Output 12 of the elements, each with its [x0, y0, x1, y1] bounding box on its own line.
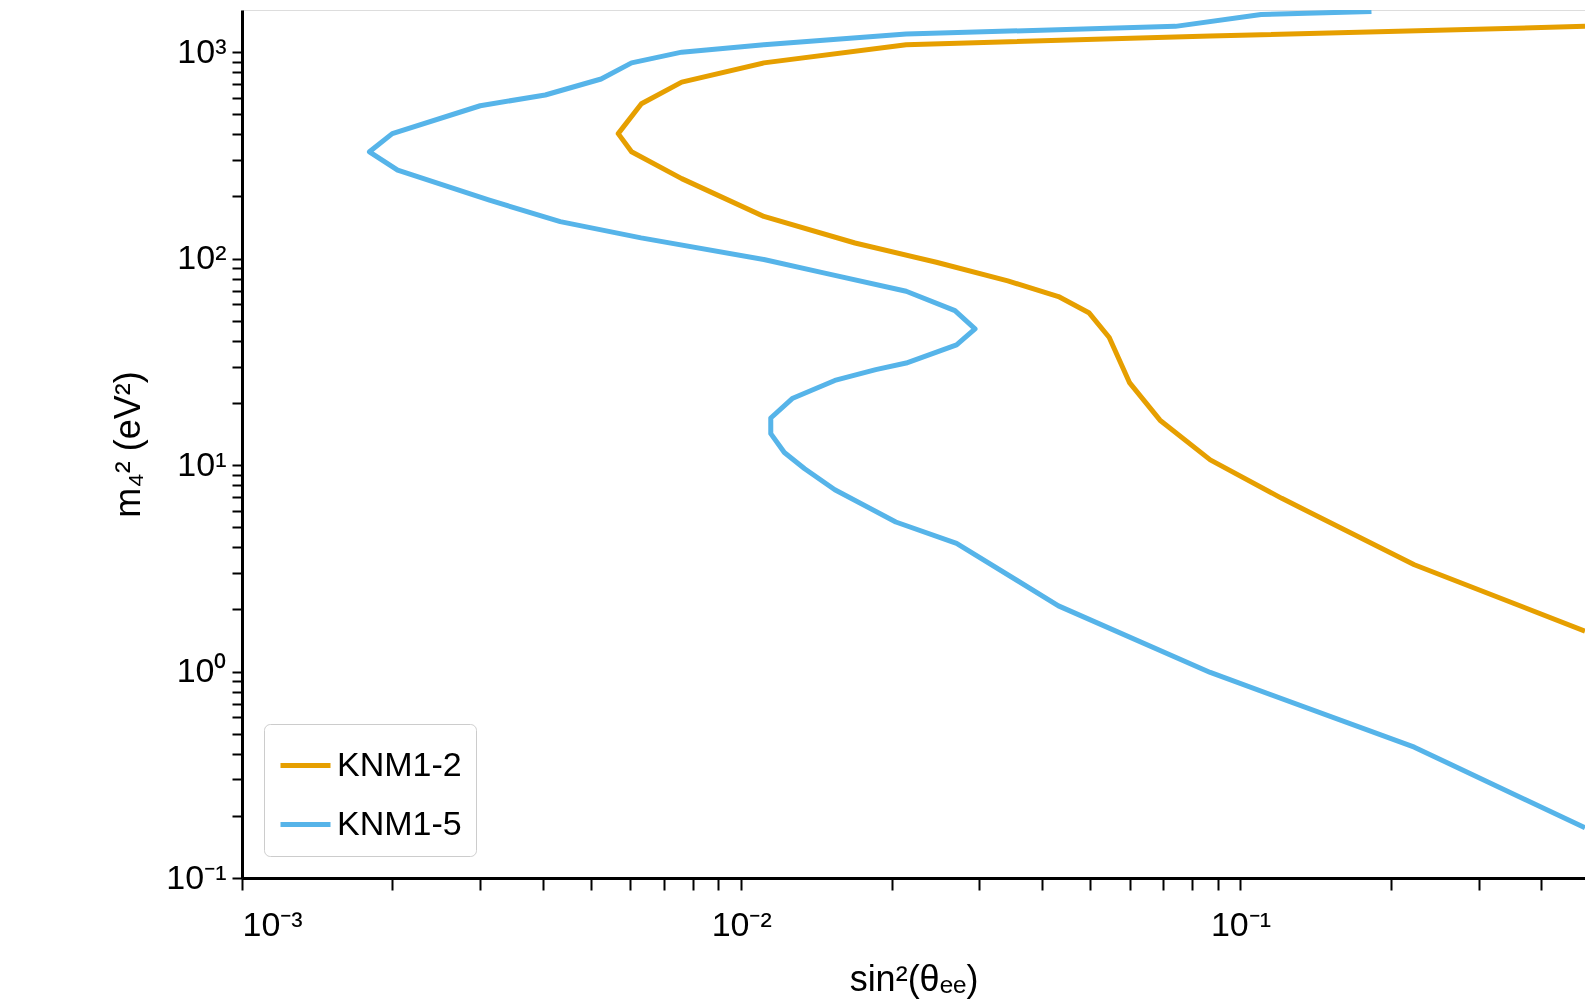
y-tick-label: 10⁰ — [176, 651, 227, 690]
x-tick-label: 10⁻¹ — [1210, 904, 1272, 943]
y-tick-label: 10¹ — [177, 444, 227, 483]
y-tick-label: 10² — [177, 238, 227, 277]
y-tick-label: 10³ — [177, 31, 227, 70]
y-tick-label: 10⁻¹ — [166, 857, 227, 896]
legend-label: KNM1-2 — [337, 744, 462, 783]
legend-label: KNM1-5 — [337, 803, 462, 842]
x-axis-title: sin²(θₑₑ) — [849, 957, 979, 999]
y-axis-title: m₄² (eV²) — [107, 371, 149, 518]
x-tick-label: 10⁻² — [711, 904, 772, 943]
x-tick-label: 10⁻³ — [242, 904, 303, 943]
